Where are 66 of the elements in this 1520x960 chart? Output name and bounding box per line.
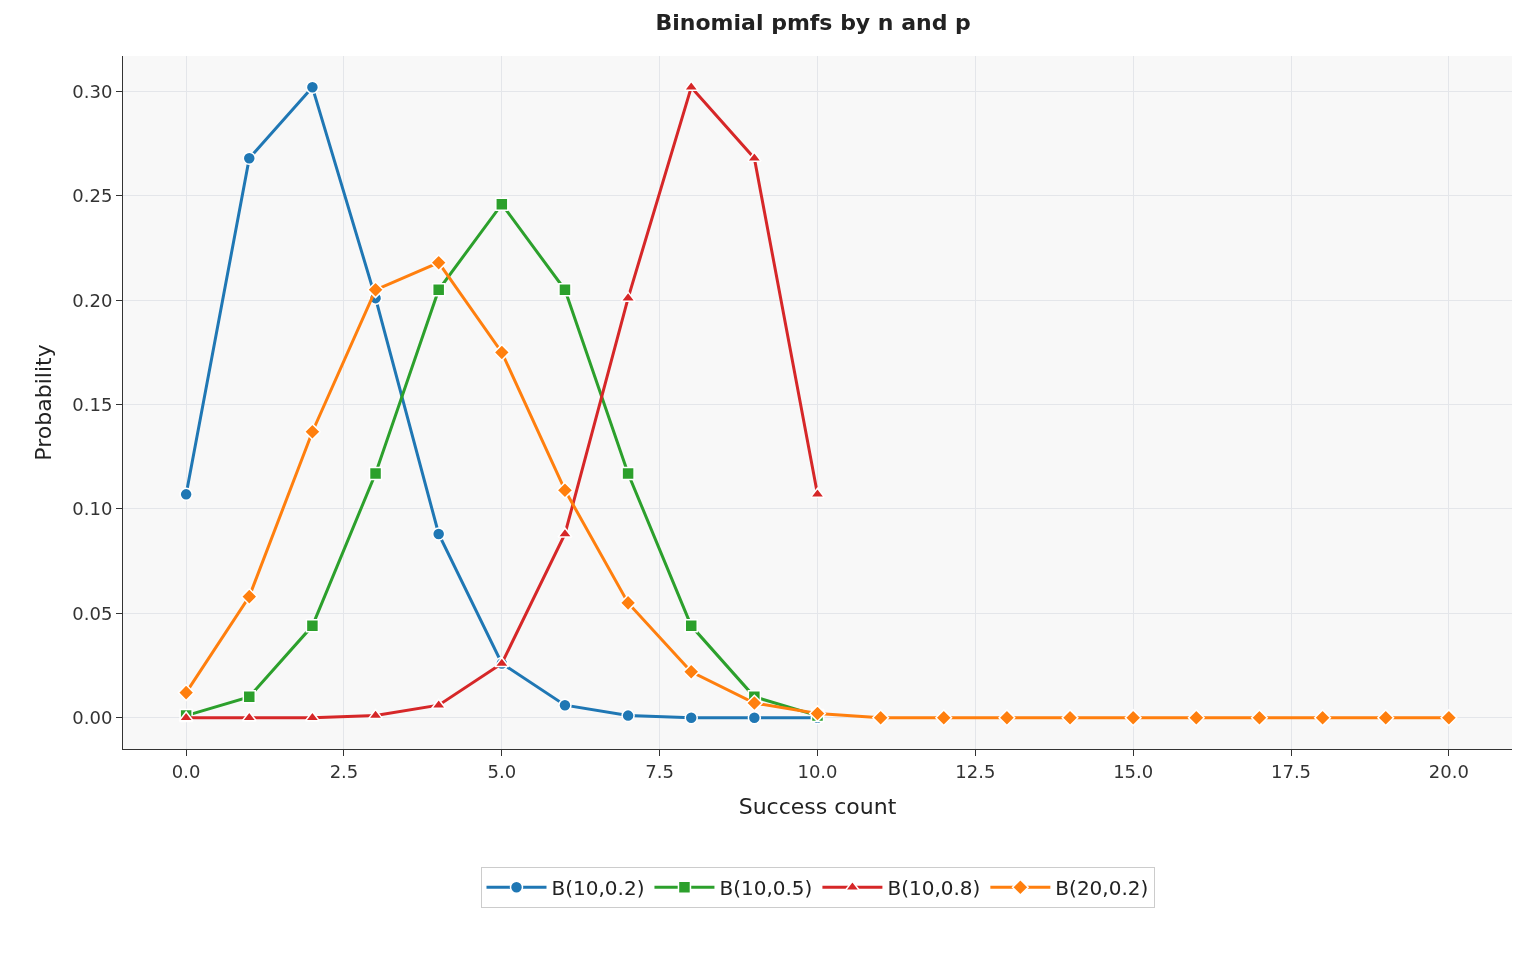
point	[747, 710, 762, 725]
point	[621, 708, 635, 723]
point	[177, 684, 195, 702]
point	[431, 283, 446, 297]
x-tick-label: 15.0	[1113, 760, 1154, 782]
x-tick-label: 7.5	[645, 760, 674, 782]
point	[684, 619, 698, 633]
x-tick-label: 10.0	[797, 760, 838, 782]
point	[1187, 709, 1205, 727]
point	[558, 698, 572, 712]
point	[1250, 709, 1268, 727]
point	[683, 80, 699, 92]
point	[303, 423, 321, 441]
point	[684, 710, 698, 725]
point	[495, 197, 509, 211]
y-tick-label: 0.05	[72, 602, 113, 624]
point	[305, 80, 320, 95]
x-tick-label: 12.5	[955, 760, 996, 782]
x-tick-label: 20.0	[1428, 760, 1469, 782]
point	[872, 709, 890, 727]
point	[368, 466, 383, 481]
x-axis-title: Success count	[738, 794, 897, 820]
point	[304, 710, 321, 722]
point	[1124, 709, 1142, 727]
y-axis-title: Probability	[31, 344, 57, 461]
x-tick-label: 17.5	[1270, 760, 1312, 782]
legend-label: B(20,0.2)	[1055, 876, 1149, 901]
point	[430, 254, 448, 272]
x-tick-label: 2.5	[329, 760, 359, 782]
y-tick-label: 0.30	[72, 80, 113, 102]
point	[242, 690, 257, 704]
x-tick-label: 5.0	[487, 760, 517, 782]
point	[241, 710, 257, 722]
legend-label: B(10,0.8)	[887, 876, 981, 901]
y-tick-label: 0.15	[72, 393, 113, 415]
point	[242, 151, 257, 166]
point	[809, 487, 826, 499]
point	[746, 151, 763, 163]
point	[745, 694, 763, 712]
y-tick-label: 0.20	[72, 289, 113, 311]
point	[1440, 709, 1458, 727]
legend-label: B(10,0.2)	[551, 876, 645, 901]
chart-title: Binomial pmfs by n and p	[655, 9, 971, 35]
y-tick-label: 0.10	[72, 498, 113, 520]
point	[808, 704, 827, 723]
point	[240, 588, 258, 606]
point	[998, 709, 1016, 727]
point	[1061, 709, 1079, 727]
x-tick-label: 0.0	[171, 760, 201, 782]
point	[431, 527, 446, 541]
y-tick-label: 0.00	[72, 706, 113, 728]
point	[621, 466, 635, 481]
y-tick-label: 0.25	[72, 185, 113, 207]
point	[556, 481, 574, 499]
point	[305, 619, 320, 633]
point	[558, 283, 572, 297]
point	[367, 708, 384, 720]
point	[1377, 709, 1395, 727]
point	[682, 663, 700, 681]
point	[935, 709, 953, 727]
point	[367, 281, 385, 299]
point	[493, 343, 511, 361]
legend-label: B(10,0.5)	[719, 876, 813, 901]
point	[1314, 709, 1332, 727]
point	[179, 487, 193, 502]
point	[619, 594, 637, 612]
